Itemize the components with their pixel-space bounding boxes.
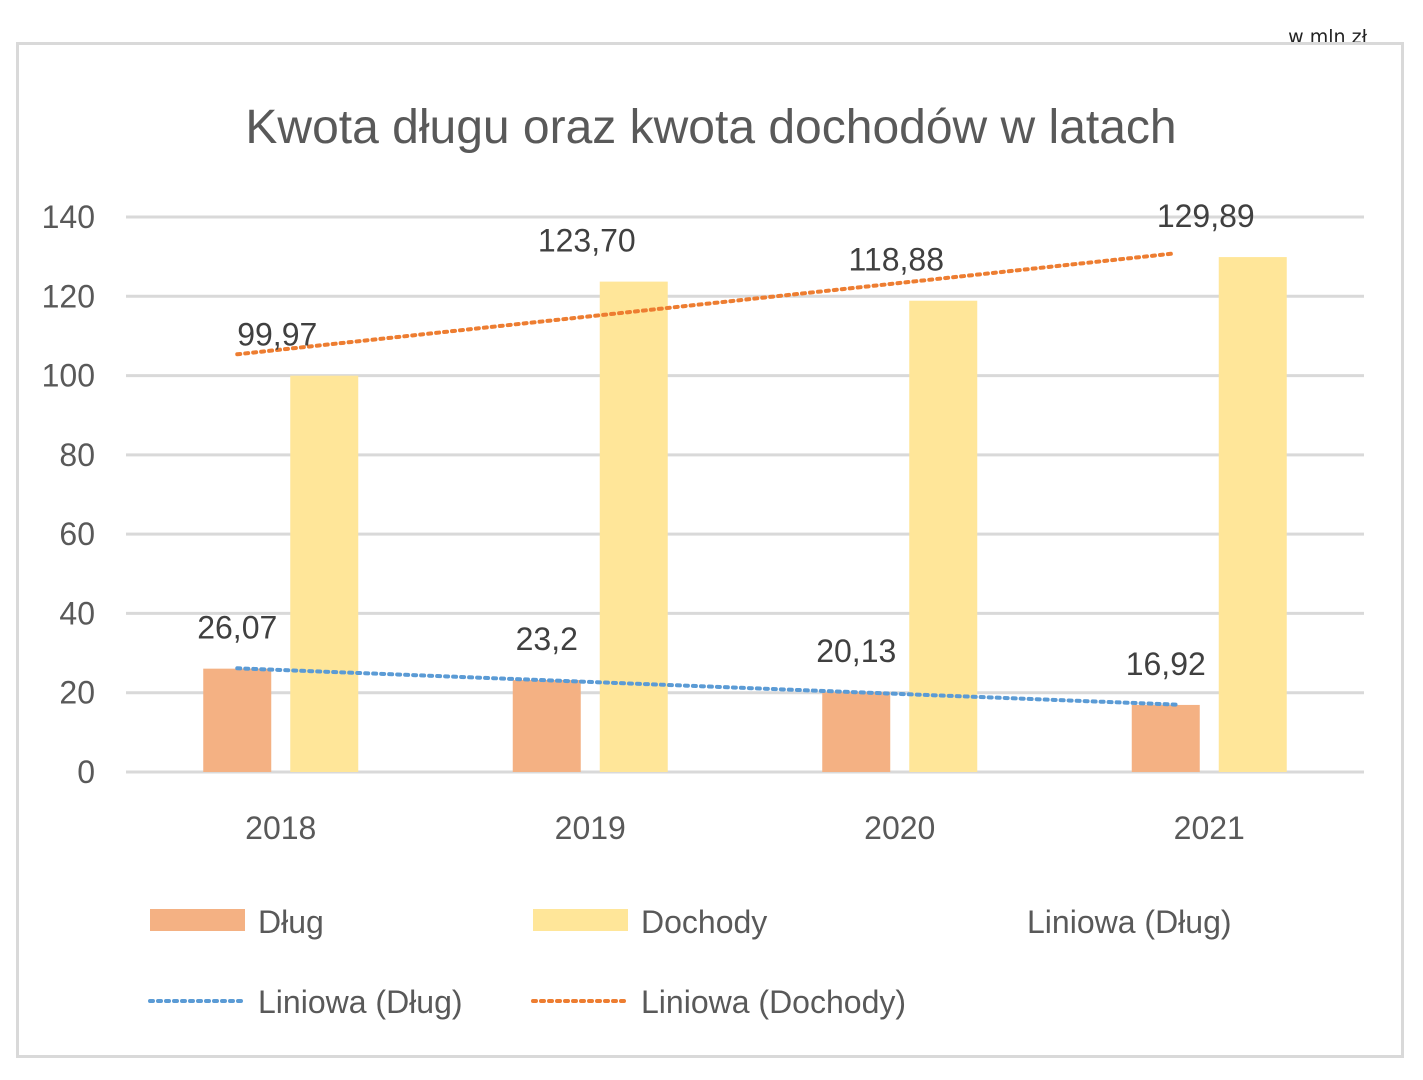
bars (203, 257, 1287, 772)
y-tick-label: 140 (42, 199, 95, 235)
x-axis: 2018 2019 2020 2021 (245, 810, 1245, 846)
x-tick-label: 2019 (555, 810, 626, 846)
y-tick-label: 60 (59, 516, 95, 552)
data-labels: 26,07 99,97 23,2 123,70 20,13 118,88 16,92 129,… (197, 198, 1254, 682)
y-tick-label: 20 (59, 675, 95, 711)
y-axis: 0 20 40 60 80 100 120 140 (42, 199, 95, 790)
y-tick-label: 80 (59, 437, 95, 473)
legend-label: Dochody (641, 904, 767, 940)
data-label-dochody: 99,97 (237, 317, 317, 353)
chart-frame (16, 42, 1404, 1058)
bar-dlug (512, 680, 581, 772)
x-tick-label: 2018 (245, 810, 316, 846)
bar-dlug (822, 692, 891, 772)
y-tick-label: 40 (59, 595, 95, 631)
bar-dlug (203, 668, 272, 772)
x-tick-label: 2021 (1174, 810, 1245, 846)
x-tick-label: 2020 (864, 810, 935, 846)
legend-swatch (150, 909, 245, 931)
bar-dochody (1218, 257, 1287, 772)
bar-dochody (599, 281, 668, 772)
bar-dochody (290, 375, 359, 772)
trendline-dlug (235, 666, 1178, 707)
data-label-dlug: 20,13 (816, 633, 896, 669)
data-label-dlug: 16,92 (1126, 646, 1206, 682)
legend-label: Liniowa (Dług) (1027, 904, 1232, 940)
trendline-dochody (235, 251, 1178, 357)
legend-label: Liniowa (Dochody) (641, 984, 906, 1020)
bar-dochody (909, 300, 978, 772)
legend-label: Liniowa (Dług) (258, 984, 463, 1020)
chart-title: Kwota długu oraz kwota dochodów w latach (245, 101, 1176, 154)
bar-dlug (1131, 704, 1200, 772)
data-label-dochody: 123,70 (538, 223, 636, 259)
legend: Dług Dochody Liniowa (Dług) Liniowa (Dług) L… (148, 904, 1232, 1020)
y-tick-label: 0 (77, 754, 95, 790)
legend-label: Dług (258, 904, 324, 940)
legend-swatch (533, 909, 628, 931)
data-label-dlug: 23,2 (516, 621, 578, 657)
y-tick-label: 100 (42, 358, 95, 394)
data-label-dochody: 129,89 (1157, 198, 1255, 234)
data-label-dlug: 26,07 (197, 610, 277, 646)
y-tick-label: 120 (42, 278, 95, 314)
data-label-dochody: 118,88 (849, 242, 945, 278)
trendlines (235, 251, 1178, 707)
